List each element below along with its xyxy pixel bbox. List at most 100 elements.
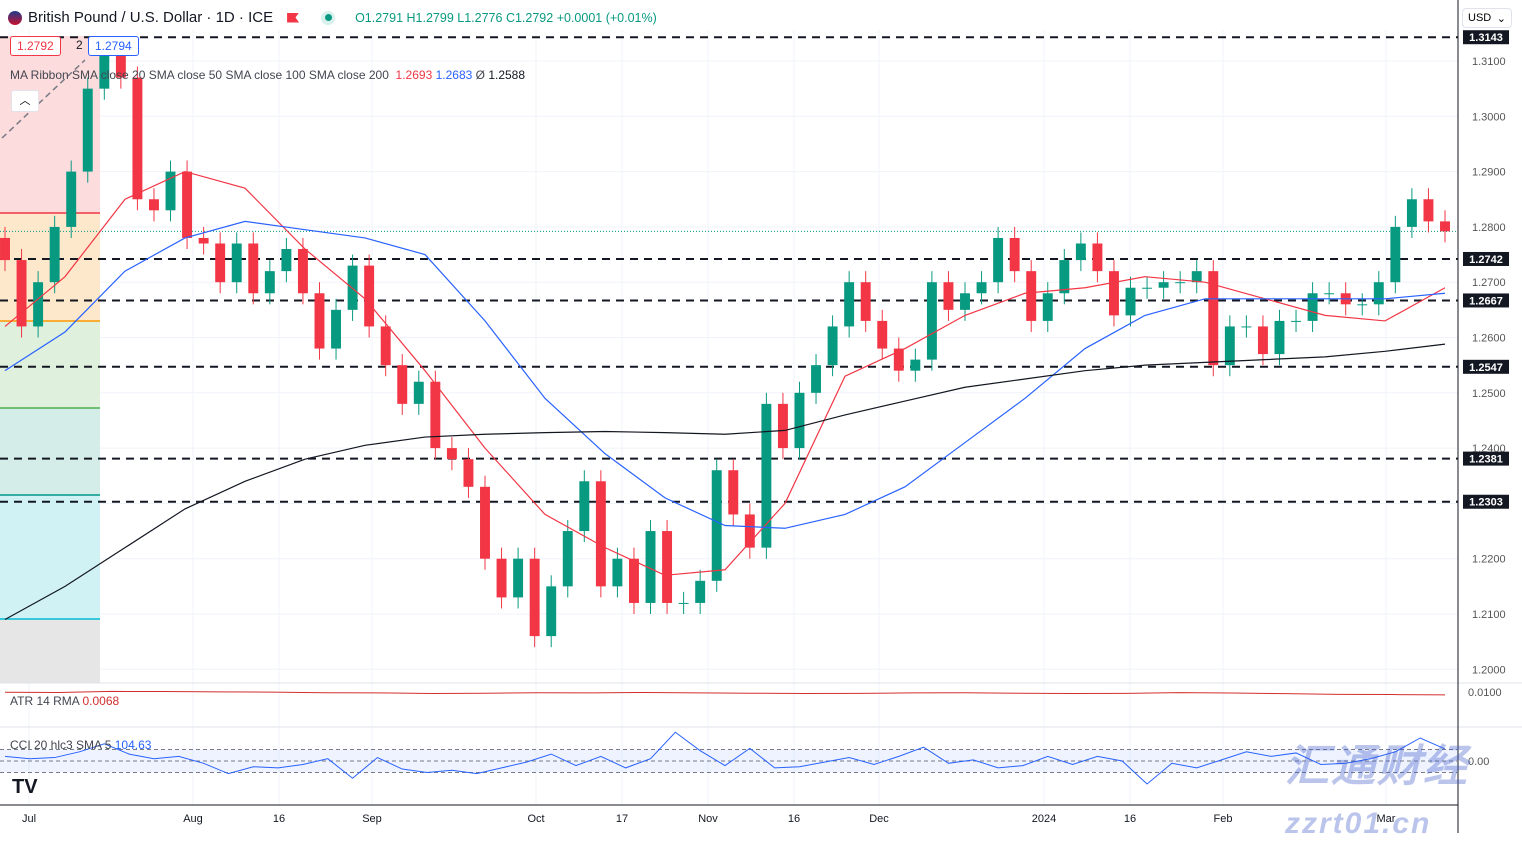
candle [612, 558, 623, 587]
price-tick: 1.2200 [1472, 554, 1506, 566]
price-tick: 1.2100 [1472, 609, 1506, 621]
collapse-legend-button[interactable]: ︿ [11, 90, 39, 112]
time-tick: 16 [273, 813, 285, 825]
candle [1241, 326, 1252, 328]
level-label: 1.2547 [1469, 362, 1503, 374]
candle [297, 249, 308, 294]
candle [115, 49, 126, 78]
sma-line [4, 220, 1446, 529]
fib-zone [0, 619, 100, 683]
spread-value: 2 [76, 38, 83, 52]
candle [1406, 199, 1417, 227]
candle [811, 365, 821, 393]
candle [1357, 304, 1368, 306]
market-status-icon[interactable] [321, 10, 336, 25]
price-tick: 1.2600 [1472, 333, 1506, 345]
sell-price-button[interactable]: 1.2792 [10, 36, 61, 56]
candle [66, 171, 77, 227]
candle [1307, 293, 1318, 321]
candle [496, 558, 507, 598]
candle [1191, 271, 1202, 283]
candle [1390, 226, 1401, 283]
ma-ribbon-legend[interactable]: MA Ribbon SMA close 20 SMA close 50 SMA … [10, 68, 526, 82]
candle [231, 243, 242, 283]
candle [993, 237, 1004, 283]
candle [397, 365, 408, 404]
candle [1158, 282, 1169, 288]
candle [430, 381, 441, 449]
cci-line [4, 731, 1446, 785]
candle [1324, 293, 1335, 295]
candle [1059, 260, 1070, 294]
time-tick: 2024 [1032, 813, 1056, 825]
candle [844, 282, 855, 327]
candle [1125, 287, 1136, 316]
candle [1291, 320, 1301, 322]
price-tick: 1.3000 [1472, 111, 1506, 123]
tradingview-logo[interactable]: TV [12, 776, 38, 798]
candle [1274, 320, 1285, 355]
fib-zone [0, 495, 100, 619]
time-tick: Aug [183, 813, 203, 825]
atr-tick: 0.0100 [1468, 687, 1502, 699]
symbol-header: British Pound / U.S. Dollar · 1D · ICE O… [8, 9, 657, 26]
candle [695, 580, 706, 603]
candle [794, 392, 805, 449]
candle [976, 282, 987, 294]
flag-icon[interactable] [287, 12, 300, 23]
currency-selector[interactable]: USD ⌄ [1462, 8, 1512, 28]
symbol-title[interactable]: British Pound / U.S. Dollar · 1D · ICE [28, 9, 274, 26]
candle [380, 326, 391, 366]
candle [165, 171, 176, 211]
candle [446, 448, 457, 460]
candle [215, 243, 226, 283]
price-tick: 1.2900 [1472, 167, 1506, 179]
time-tick: Jul [22, 813, 36, 825]
price-tick: 1.2700 [1472, 277, 1506, 289]
candle [0, 237, 10, 261]
level-label-bg [1463, 359, 1509, 374]
price-tick: 1.2800 [1472, 222, 1506, 234]
time-tick: 16 [788, 813, 800, 825]
time-tick: Sep [362, 813, 382, 825]
candle [827, 326, 838, 366]
candle [877, 320, 888, 349]
atr-legend[interactable]: ATR 14 RMA 0.0068 [10, 694, 120, 708]
level-label: 1.2742 [1469, 254, 1503, 266]
time-tick: Mar [1377, 813, 1396, 825]
candle [1423, 199, 1434, 222]
candle [33, 282, 44, 327]
candle [777, 403, 788, 449]
candle [711, 470, 722, 581]
candle [1042, 293, 1053, 321]
level-label-bg [1463, 494, 1509, 509]
level-label: 1.3143 [1469, 32, 1503, 44]
candle [16, 260, 27, 327]
price-tick: 1.2400 [1472, 443, 1506, 455]
candle [926, 282, 937, 360]
candle [629, 558, 639, 603]
level-label: 1.2667 [1469, 295, 1503, 307]
cci-legend[interactable]: CCI 20 hlc3 SMA 5 104.63 [10, 738, 152, 752]
candle [1009, 237, 1020, 272]
sma-line [4, 170, 1446, 576]
chevron-down-icon: ⌄ [1496, 12, 1506, 25]
ohlc-values: O1.2791 H1.2799 L1.2776 C1.2792 +0.0001 … [355, 10, 657, 25]
candle [761, 403, 772, 548]
buy-price-button[interactable]: 1.2794 [88, 36, 139, 56]
candle [910, 359, 921, 371]
candle [1208, 271, 1219, 366]
candle [1026, 271, 1037, 321]
candle [595, 481, 606, 587]
level-label: 1.2381 [1469, 454, 1503, 466]
level-label: 1.2303 [1469, 497, 1503, 509]
candle [331, 309, 341, 349]
candle [1224, 326, 1235, 366]
candle [413, 381, 424, 404]
cci-tick: 0.00 [1468, 756, 1489, 768]
price-tick: 1.2500 [1472, 388, 1506, 400]
candle [463, 459, 474, 487]
fib-zone [0, 408, 100, 495]
candle [480, 486, 490, 559]
